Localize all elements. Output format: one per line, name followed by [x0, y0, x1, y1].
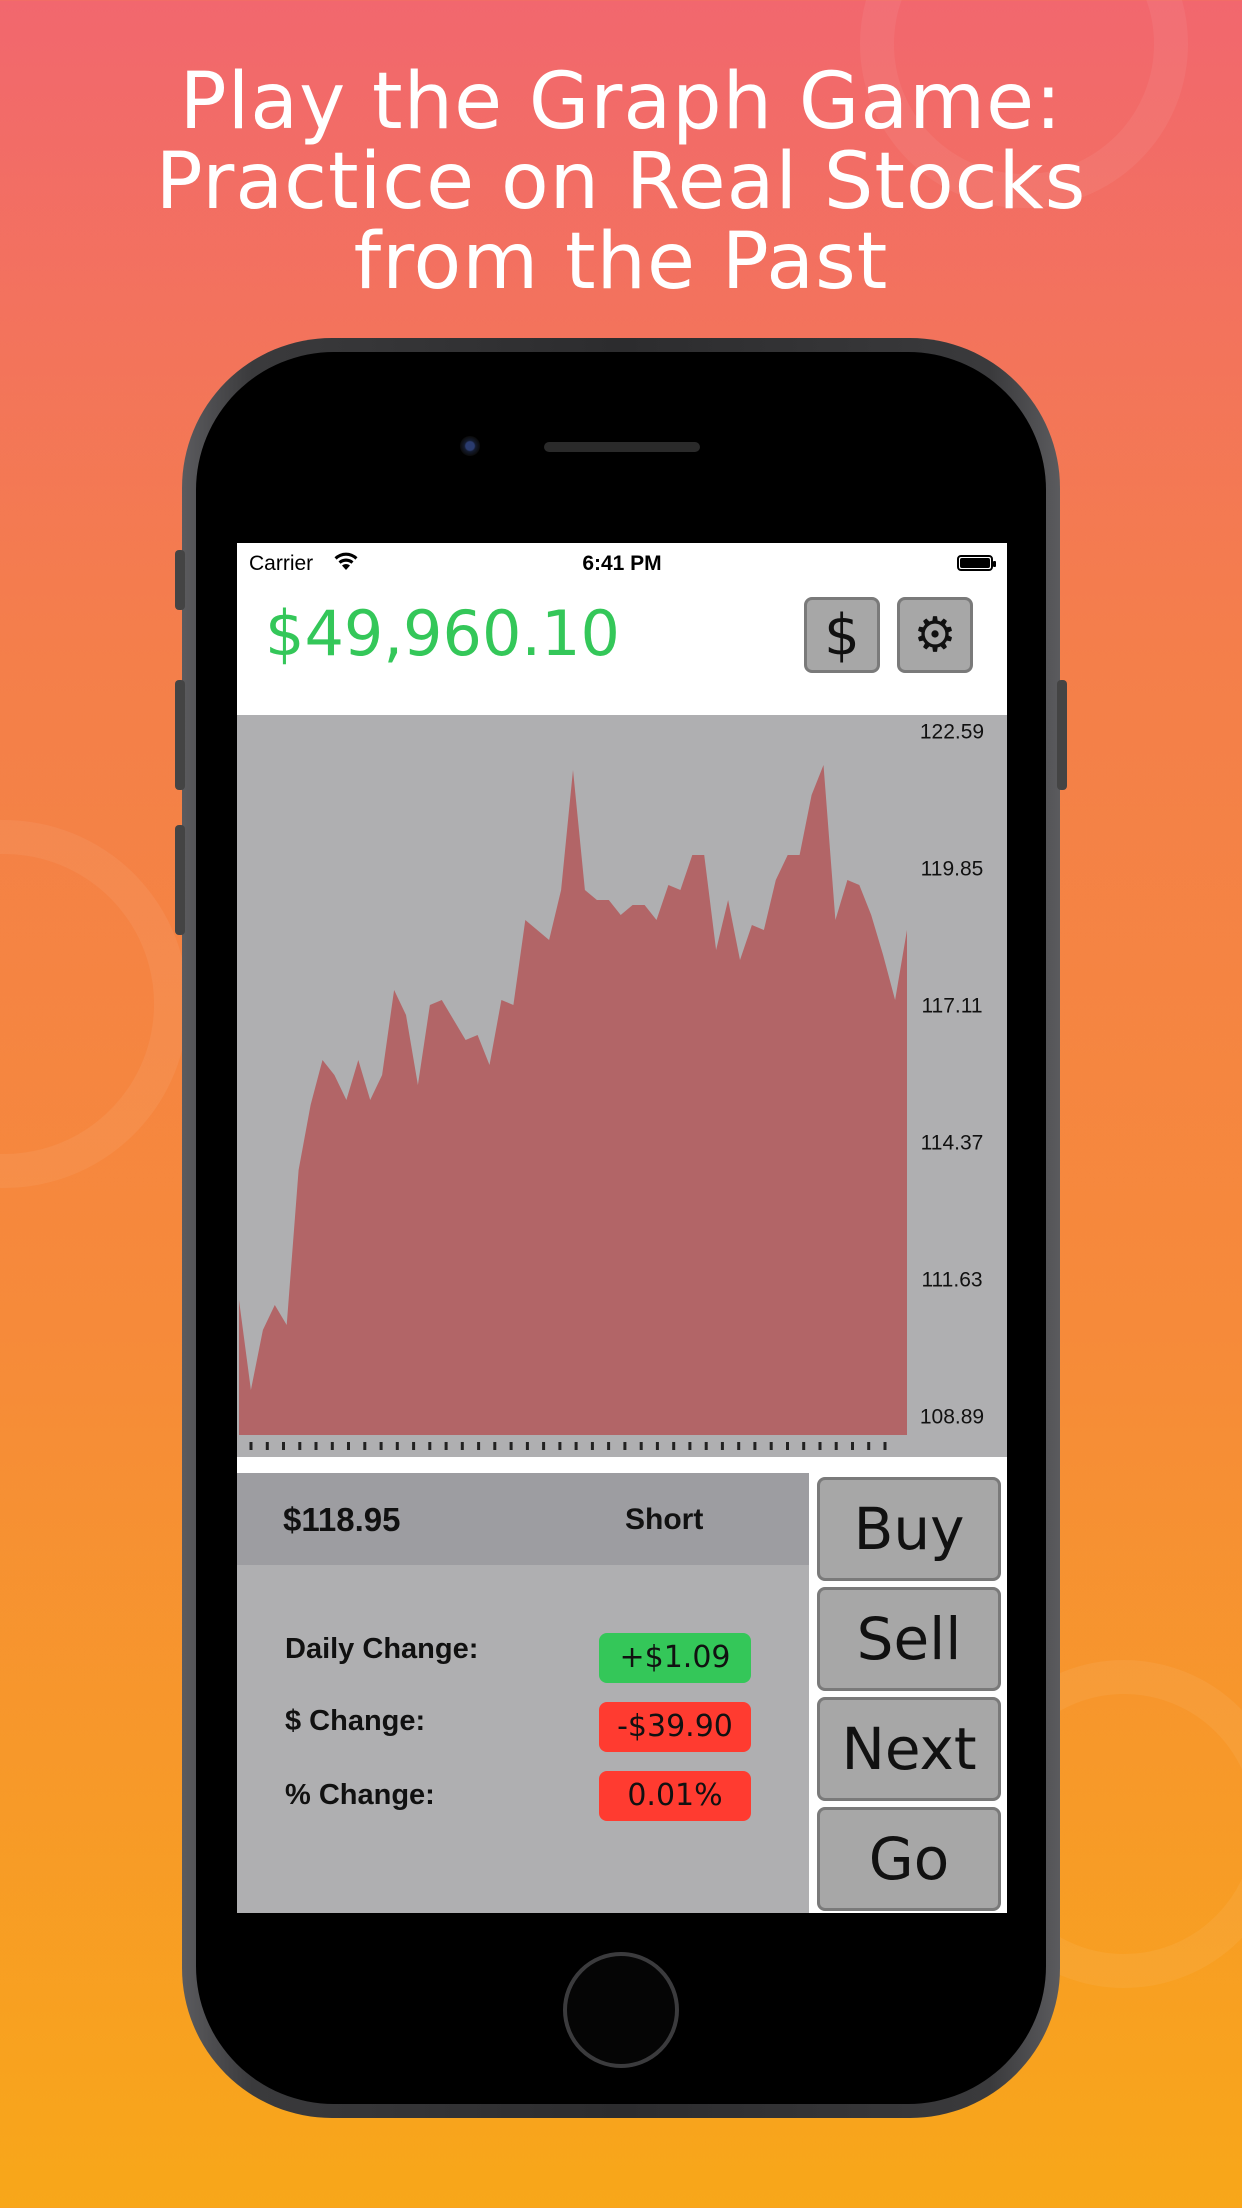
stock-chart-svg: 122.59 119.85 117.11 114.37 111.63 108.89: [239, 721, 984, 1450]
percent-change-label: % Change:: [285, 1779, 435, 1811]
sell-button[interactable]: Sell: [817, 1587, 1001, 1691]
headline-line-1: Play the Graph Game:: [179, 57, 1063, 147]
go-button[interactable]: Go: [817, 1807, 1001, 1911]
price-area-series: [239, 765, 907, 1435]
volume-down-button: [175, 825, 185, 935]
front-camera: [460, 436, 480, 456]
y-axis-tick-label: 122.59: [920, 721, 984, 744]
y-axis-tick-label: 119.85: [921, 858, 984, 881]
gear-icon: ⚙: [913, 609, 957, 662]
account-balance: $49,960.10: [265, 597, 620, 670]
y-axis-tick-label: 111.63: [921, 1269, 982, 1292]
percent-change-value: 0.01%: [599, 1771, 751, 1821]
y-axis-tick-label: 114.37: [921, 1132, 984, 1155]
y-axis-tick-label: 117.11: [921, 995, 982, 1018]
volume-up-button: [175, 680, 185, 790]
action-buttons: Buy Sell Next Go: [809, 1473, 1007, 1913]
home-button[interactable]: [563, 1952, 679, 2068]
carrier-label: Carrier: [249, 552, 314, 575]
dollar-change-value: -$39.90: [599, 1702, 751, 1752]
y-axis-tick-label: 108.89: [920, 1406, 984, 1429]
daily-change-label: Daily Change:: [285, 1633, 479, 1665]
buy-button[interactable]: Buy: [817, 1477, 1001, 1581]
earpiece-speaker: [544, 442, 700, 452]
battery-icon: [957, 555, 996, 571]
stock-chart: 122.59 119.85 117.11 114.37 111.63 108.89: [237, 715, 1007, 1457]
power-button: [1057, 680, 1067, 790]
trade-info-header: $118.95 Short: [237, 1473, 809, 1565]
current-price: $118.95: [283, 1501, 401, 1538]
clock: 6:41 PM: [582, 552, 662, 575]
dollar-button[interactable]: $: [804, 597, 880, 673]
wifi-icon: [334, 552, 358, 570]
position-type: Short: [625, 1503, 704, 1536]
headline-line-3: from the Past: [353, 217, 889, 307]
trade-info-panel: $118.95 Short Daily Change: +$1.09 $ Cha…: [237, 1473, 809, 1913]
mute-switch: [175, 550, 185, 610]
status-bar: Carrier 6:41 PM: [237, 543, 1007, 587]
headline-line-2: Practice on Real Stocks: [155, 137, 1087, 227]
app-screen: Carrier 6:41 PM $49,960.10 $ ⚙ 122.59 119…: [237, 543, 1007, 1913]
settings-button[interactable]: ⚙: [897, 597, 973, 673]
next-button[interactable]: Next: [817, 1697, 1001, 1801]
dollar-change-label: $ Change:: [285, 1705, 426, 1737]
headline: Play the Graph Game: Practice on Real St…: [0, 62, 1242, 302]
daily-change-value: +$1.09: [599, 1633, 751, 1683]
